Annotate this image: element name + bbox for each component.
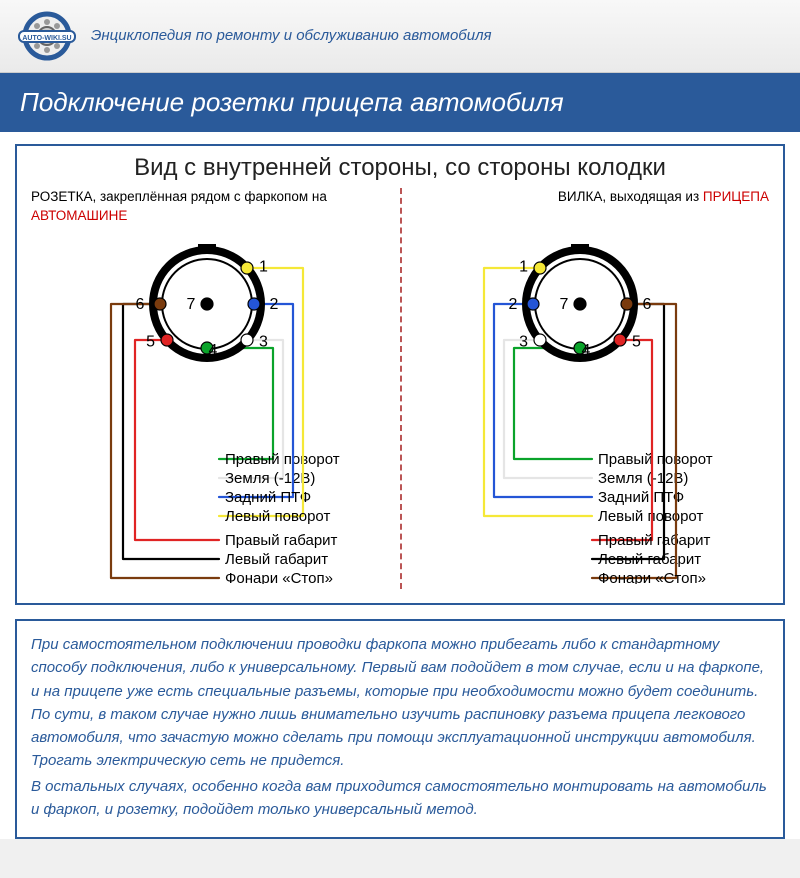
diagram-box: Вид с внутренней стороны, со стороны кол… — [15, 144, 785, 605]
logo-text: AUTO-WIKI.SU — [22, 35, 71, 42]
svg-text:1: 1 — [519, 259, 528, 276]
svg-text:6: 6 — [136, 296, 145, 313]
left-head-pre: РОЗЕТКА, закреплённая рядом с фаркопом н… — [31, 189, 327, 204]
svg-text:2: 2 — [270, 296, 279, 313]
right-head-pre: ВИЛКА, выходящая из — [558, 189, 703, 204]
svg-text:7: 7 — [560, 296, 569, 313]
column-divider — [400, 188, 402, 589]
svg-text:4: 4 — [209, 342, 218, 359]
svg-text:Земля (-12В): Земля (-12В) — [225, 470, 315, 487]
right-head-accent: ПРИЦЕПА — [703, 189, 769, 204]
description-p1: При самостоятельном подключении проводки… — [31, 633, 769, 773]
right-column: ВИЛКА, выходящая из ПРИЦЕПА Правый повор… — [400, 188, 773, 589]
right-heading: ВИЛКА, выходящая из ПРИЦЕПА — [400, 188, 773, 228]
svg-text:Фонари «Стоп»: Фонари «Стоп» — [225, 570, 333, 584]
svg-text:Правый поворот: Правый поворот — [598, 451, 713, 468]
svg-text:3: 3 — [519, 333, 528, 350]
svg-text:2: 2 — [509, 296, 518, 313]
svg-text:Правый габарит: Правый габарит — [598, 532, 711, 549]
svg-text:5: 5 — [146, 333, 155, 350]
svg-text:Задний ПТФ: Задний ПТФ — [225, 489, 311, 506]
diagram-columns: РОЗЕТКА, закреплённая рядом с фаркопом н… — [27, 188, 773, 589]
svg-text:5: 5 — [632, 333, 641, 350]
tagline: Энциклопедия по ремонту и обслуживанию а… — [91, 26, 492, 46]
svg-text:1: 1 — [259, 259, 268, 276]
svg-text:Фонари «Стоп»: Фонари «Стоп» — [598, 570, 706, 584]
right-connector-diagram: Правый поворот Земля (-12В) Задний ПТФ Левы… — [400, 234, 773, 589]
left-heading: РОЗЕТКА, закреплённая рядом с фаркопом н… — [27, 188, 400, 228]
header: AUTO-WIKI.SU Энциклопедия по ремонту и о… — [0, 0, 800, 73]
svg-text:Левый габарит: Левый габарит — [225, 551, 328, 568]
page: AUTO-WIKI.SU Энциклопедия по ремонту и о… — [0, 0, 800, 839]
description-p2: В остальных случаях, особенно когда вам … — [31, 775, 769, 822]
page-title: Подключение розетки прицепа автомобиля — [0, 73, 800, 132]
svg-text:6: 6 — [643, 296, 652, 313]
svg-text:4: 4 — [582, 342, 591, 359]
logo: AUTO-WIKI.SU — [15, 10, 79, 62]
svg-text:Земля (-12В): Земля (-12В) — [598, 470, 688, 487]
diagram-subtitle: Вид с внутренней стороны, со стороны кол… — [27, 154, 773, 182]
svg-text:Задний ПТФ: Задний ПТФ — [598, 489, 684, 506]
left-connector-diagram: Правый поворотЗемля (-12В)Задний ПТФЛевы… — [27, 234, 400, 589]
svg-text:Левый габарит: Левый габарит — [598, 551, 701, 568]
svg-text:3: 3 — [259, 333, 268, 350]
svg-text:7: 7 — [187, 296, 196, 313]
description-box: При самостоятельном подключении проводки… — [15, 619, 785, 839]
left-column: РОЗЕТКА, закреплённая рядом с фаркопом н… — [27, 188, 400, 589]
svg-text:Правый габарит: Правый габарит — [225, 532, 338, 549]
left-head-accent: АВТОМАШИНЕ — [31, 208, 127, 223]
svg-text:Левый поворот: Левый поворот — [225, 508, 330, 525]
svg-text:Левый поворот: Левый поворот — [598, 508, 703, 525]
